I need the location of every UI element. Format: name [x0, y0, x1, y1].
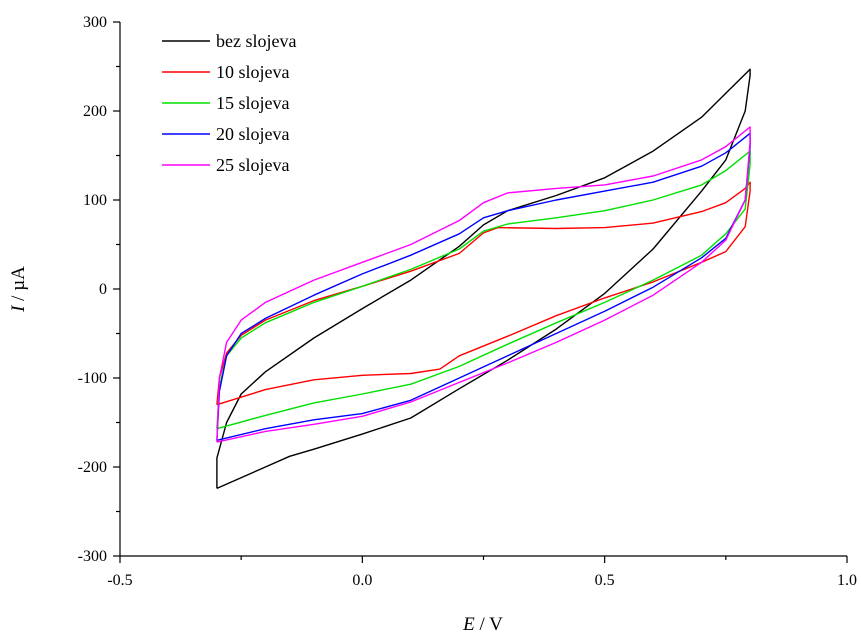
series-line-20-slojeva: [216, 132, 751, 441]
y-tick-label: 100: [83, 192, 107, 209]
legend-label-bez-slojeva: bez slojeva: [216, 31, 296, 51]
y-tick-label: 300: [83, 14, 107, 31]
legend-label-10-slojeva: 10 slojeva: [216, 62, 290, 82]
ticks-layer: -0.5 0.0 0.5 1.0 -300 -200 -100 0 100 200 300: [78, 14, 857, 589]
y-tick-label: -300: [78, 548, 107, 565]
legend-label-20-slojeva: 20 slojeva: [216, 124, 290, 144]
series-line-bez-slojeva: [216, 68, 751, 490]
legend: bez slojeva 10 slojeva 15 slojeva 20 slojev…: [162, 31, 296, 175]
x-tick-label: 0.5: [595, 572, 615, 589]
x-axis-label: E / V: [462, 614, 503, 635]
series-layer: [216, 68, 751, 490]
y-tick-label: -100: [78, 370, 107, 387]
y-tick-label: 200: [83, 103, 107, 120]
y-tick-label: -200: [78, 459, 107, 476]
legend-label-15-slojeva: 15 slojeva: [216, 93, 290, 113]
series-line-10-slojeva: [216, 181, 751, 406]
y-axis-label: I / µA: [8, 266, 29, 313]
legend-label-25-slojeva: 25 slojeva: [216, 155, 290, 175]
y-tick-label: 0: [99, 281, 107, 298]
series-line-15-slojeva: [216, 150, 751, 430]
x-tick-label: 0.0: [352, 572, 372, 589]
series-line-25-slojeva: [216, 126, 751, 443]
x-tick-label: 1.0: [837, 572, 857, 589]
x-tick-label: -0.5: [107, 572, 132, 589]
